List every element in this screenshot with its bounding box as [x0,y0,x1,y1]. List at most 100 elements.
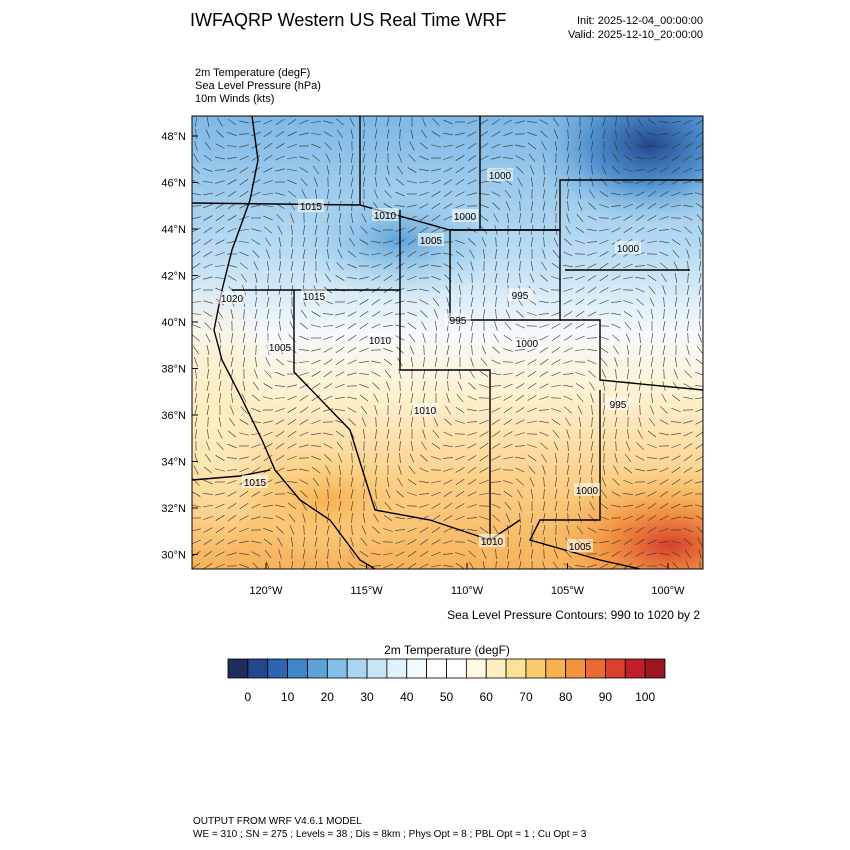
wind-barb [267,260,269,272]
wind-barb [419,203,429,209]
wind-barb [491,131,501,137]
wind-barb [242,345,246,355]
wind-barb [251,491,261,497]
wind-barb [362,489,366,499]
wind-barb [542,213,546,223]
wind-barb [471,284,473,296]
wind-barb [455,406,465,414]
wind-barb [407,204,417,208]
wind-barb [468,550,476,558]
wind-barb [686,561,690,569]
colorbar-title: 2m Temperature (degF) [384,643,510,657]
wind-barb [639,404,641,416]
wind-barb [503,131,513,137]
colorbar-box [307,658,328,679]
wind-barb [192,192,201,196]
wind-barb [387,141,389,151]
wind-barb [419,504,429,508]
wind-barb [490,385,502,387]
wind-barb [553,549,559,559]
wind-barb [431,191,441,197]
wind-barb [587,564,597,568]
contour-label-box [487,168,513,181]
wind-barb [481,345,487,355]
wind-barb [503,406,513,414]
wind-barb [671,238,681,246]
wind-barb [587,311,597,317]
wind-barb [371,227,381,233]
wind-barb [506,249,510,259]
wind-barb [351,200,353,212]
wind-barb [527,382,537,390]
wind-barb [193,153,199,163]
wind-barb [623,466,633,474]
wind-barb [383,514,393,522]
contour-label-box [412,403,438,416]
wind-barb [350,489,354,499]
wind-barb [371,311,381,317]
wind-barb [575,310,585,318]
wind-barb [443,167,453,173]
wind-barb [239,502,249,510]
wind-barb [587,286,597,294]
wind-barb [530,513,534,523]
wind-barb [431,480,441,484]
wind-barb [302,561,306,569]
wind-barb [647,539,657,545]
wind-barb [192,275,201,281]
wind-barb [395,178,405,186]
contour-label-box [574,483,600,496]
wind-barb [337,249,343,259]
wind-barb [251,394,261,402]
wind-barb [360,405,368,415]
wind-barb [455,478,465,486]
wind-barb [543,236,545,248]
wind-barb [338,189,342,199]
wind-barb [495,296,497,308]
wind-barb [203,311,213,317]
wind-barb [576,213,584,223]
wind-barb [467,179,477,185]
wind-barb [395,540,405,544]
wind-barb [194,357,198,367]
wind-barb [638,321,642,331]
wind-barb [623,154,633,162]
wind-barb [586,241,598,243]
contour-label-box [567,539,593,552]
wind-barb [406,301,418,303]
wind-barb [444,418,452,426]
wind-barb [539,371,549,377]
wind-barb [530,549,534,559]
colorbar-box [326,658,348,679]
wind-barb [671,466,681,474]
contour-label: 995 [450,316,467,327]
wind-barb [373,513,379,523]
wind-barb [410,393,414,403]
wind-barb [479,204,489,208]
wind-barb [302,549,306,559]
wind-barb [590,117,594,127]
wind-barb [610,205,622,207]
wind-barb [310,445,322,447]
wind-barb [516,166,524,174]
wind-barb [263,180,273,184]
wind-barb [431,564,441,568]
wind-barb [339,152,341,164]
wind-barb [203,539,213,545]
wind-barb [239,467,249,473]
wind-barb [398,369,402,379]
colorbar-box [366,658,388,679]
wind-barb [638,381,642,391]
wind-barb [551,262,561,270]
wind-barb [602,441,606,451]
wind-barb [647,430,657,438]
wind-barb [383,203,393,209]
wind-barb [443,215,453,221]
wind-barb [578,189,582,199]
wind-barb [659,563,669,569]
wind-barb [551,300,561,304]
wind-barb [359,252,369,256]
wind-barb [590,393,594,403]
wind-barb [659,419,669,425]
colorbar-box [545,658,567,679]
